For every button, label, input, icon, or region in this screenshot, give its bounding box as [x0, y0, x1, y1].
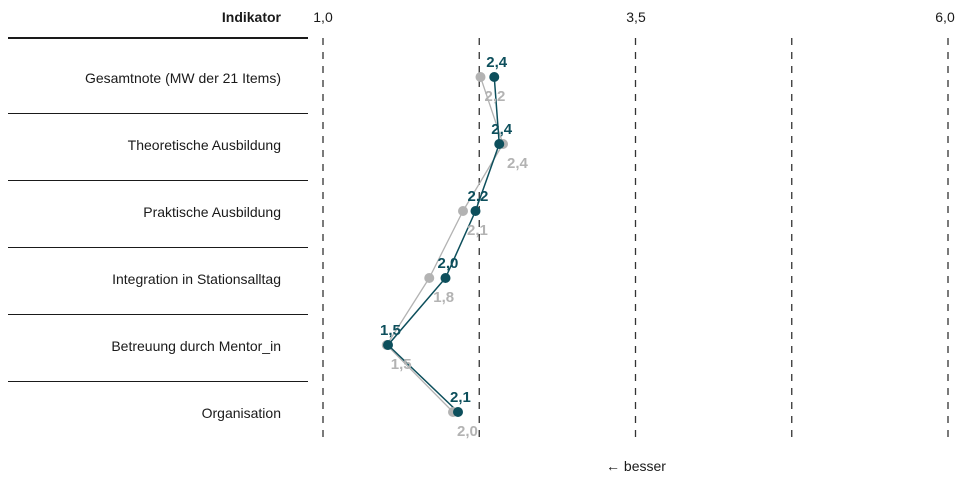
- series-lines: [385, 76, 504, 413]
- data-point: [440, 273, 451, 283]
- x-tick-label-1-0: 1,0: [313, 9, 333, 25]
- category-label: Theoretische Ausbildung: [128, 137, 281, 153]
- data-point: [489, 72, 500, 82]
- header-label: Indikator: [222, 9, 282, 25]
- data-label: 2,4: [491, 121, 513, 138]
- data-point: [458, 206, 468, 216]
- data-point: [475, 72, 486, 82]
- category-label: Integration in Stationsalltag: [112, 271, 281, 287]
- category-label: Praktische Ausbildung: [143, 204, 281, 220]
- data-label: 1,5: [391, 356, 412, 373]
- x-tick-label-3-5: 3,5: [626, 9, 646, 25]
- category-label: Gesamtnote (MW der 21 Items): [85, 70, 281, 86]
- category-labels: Gesamtnote (MW der 21 Items) Theoretische…: [85, 70, 281, 421]
- data-label: 1,8: [433, 289, 454, 306]
- category-label: Organisation: [202, 405, 281, 421]
- data-label: 2,2: [485, 88, 506, 105]
- data-point: [494, 139, 505, 149]
- data-label: 2,0: [438, 255, 459, 272]
- gridlines: [322, 38, 949, 442]
- data-point: [470, 206, 481, 216]
- data-label: 1,5: [380, 322, 401, 339]
- series-line: [385, 76, 504, 413]
- value-labels: 2,4 2,4 2,2 2,0 1,5 2,1 2,2 2,4 2,1 1,8 1,5 2,0: [380, 54, 529, 440]
- row-separators: [8, 113, 308, 382]
- x-tick-label-6-0: 6,0: [935, 9, 955, 25]
- direction-note: ← besser: [606, 458, 666, 474]
- data-label: 2,0: [457, 423, 478, 440]
- series-line: [386, 76, 501, 413]
- data-label: 2,4: [507, 155, 529, 172]
- data-point: [383, 340, 393, 350]
- category-label: Betreuung durch Mentor_in: [111, 338, 281, 354]
- data-label: 2,2: [468, 188, 489, 205]
- data-point: [453, 407, 463, 417]
- data-label: 2,1: [467, 222, 488, 239]
- data-label: 2,1: [450, 389, 471, 406]
- data-point: [424, 273, 435, 283]
- series-points: [381, 72, 508, 417]
- data-label: 2,4: [486, 54, 508, 71]
